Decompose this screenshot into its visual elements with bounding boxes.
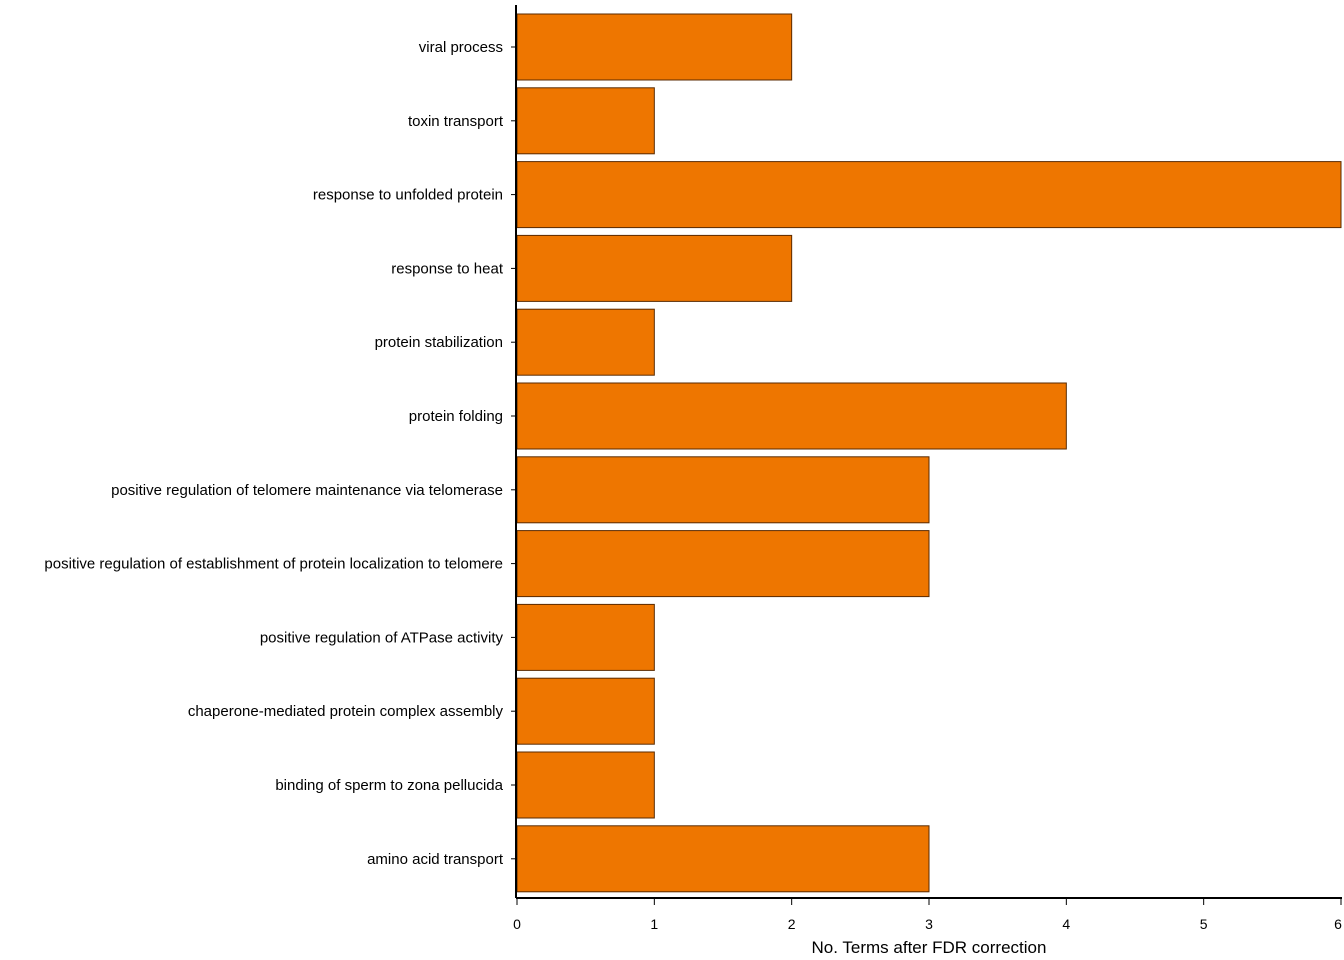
category-label: positive regulation of ATPase activity bbox=[260, 629, 504, 646]
bar bbox=[516, 825, 930, 893]
category-label: protein folding bbox=[409, 408, 503, 425]
x-tick-label: 5 bbox=[1200, 916, 1208, 932]
bar bbox=[516, 13, 793, 81]
x-axis-ticks: 0 1 2 3 4 5 6 bbox=[513, 898, 1342, 932]
category-label: chaperone-mediated protein complex assem… bbox=[188, 703, 504, 720]
category-label: toxin transport bbox=[408, 113, 504, 130]
category-label: binding of sperm to zona pellucida bbox=[275, 777, 503, 794]
x-axis-title: No. Terms after FDR correction bbox=[812, 938, 1047, 957]
x-tick-label: 3 bbox=[925, 916, 933, 932]
bar bbox=[516, 603, 655, 671]
bar bbox=[516, 234, 793, 302]
bar bbox=[516, 308, 655, 376]
category-label: protein stabilization bbox=[375, 334, 503, 351]
bar bbox=[516, 87, 655, 155]
x-tick-label: 4 bbox=[1062, 916, 1070, 932]
bar bbox=[516, 456, 930, 524]
x-tick-label: 1 bbox=[650, 916, 658, 932]
bar bbox=[516, 677, 655, 745]
x-tick-label: 0 bbox=[513, 916, 521, 932]
bar bbox=[516, 751, 655, 819]
category-label: positive regulation of telomere maintena… bbox=[111, 482, 503, 499]
bars-layer bbox=[516, 13, 1342, 893]
category-label: positive regulation of establishment of … bbox=[44, 556, 503, 573]
bar bbox=[516, 530, 930, 598]
bar bbox=[516, 161, 1342, 229]
category-label: response to heat bbox=[391, 260, 504, 277]
category-label: amino acid transport bbox=[367, 851, 504, 868]
x-tick-label: 6 bbox=[1334, 916, 1342, 932]
bar bbox=[516, 382, 1067, 450]
category-label: viral process bbox=[419, 39, 503, 56]
category-label: response to unfolded protein bbox=[313, 187, 503, 204]
category-labels: viral process toxin transport response to … bbox=[44, 39, 517, 868]
x-tick-label: 2 bbox=[788, 916, 796, 932]
